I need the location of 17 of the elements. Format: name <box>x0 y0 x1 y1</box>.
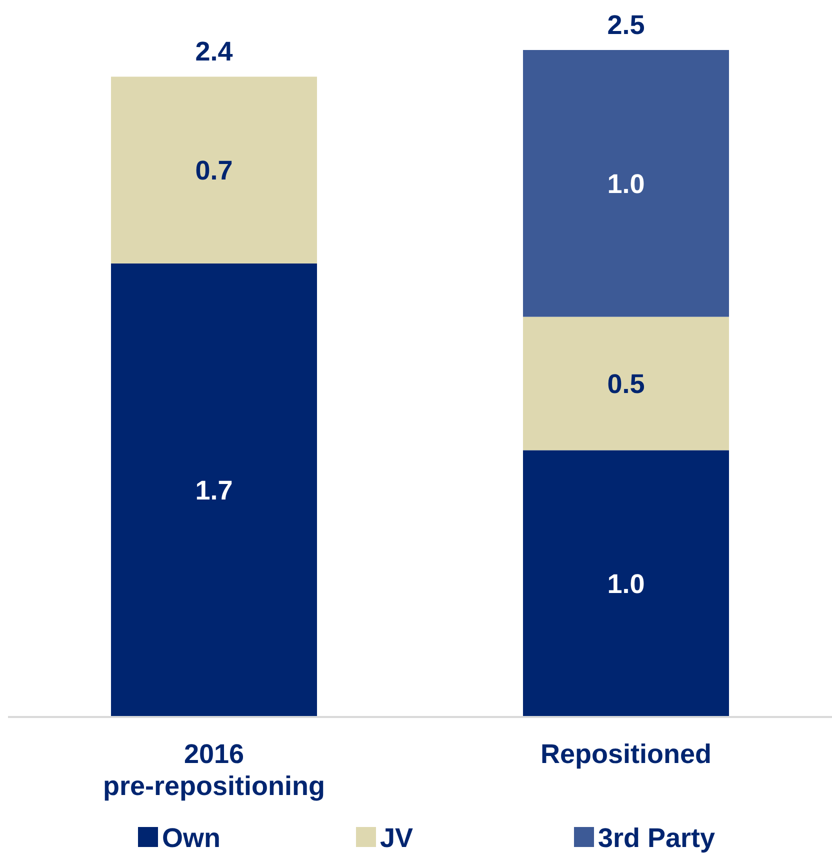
bar <box>523 450 729 717</box>
data-label: 0.7 <box>195 156 233 186</box>
bar <box>523 316 729 450</box>
data-label: 0.5 <box>607 368 645 399</box>
x-tick-label: Repositioned <box>540 739 712 769</box>
data-label: 1.0 <box>607 569 645 600</box>
x-tick-label: 2016 pre-repositioning <box>103 739 325 801</box>
legend-label: 3rd Party <box>598 823 716 853</box>
legend-label: Own <box>162 823 220 853</box>
bar <box>111 76 317 264</box>
bar <box>523 50 729 317</box>
total-label: 2.5 <box>607 10 645 40</box>
bar <box>111 263 317 717</box>
data-label: 1.0 <box>607 168 645 199</box>
data-label: 1.7 <box>195 476 233 506</box>
legend-label: JV <box>380 823 414 853</box>
total-label: 2.4 <box>195 36 233 67</box>
